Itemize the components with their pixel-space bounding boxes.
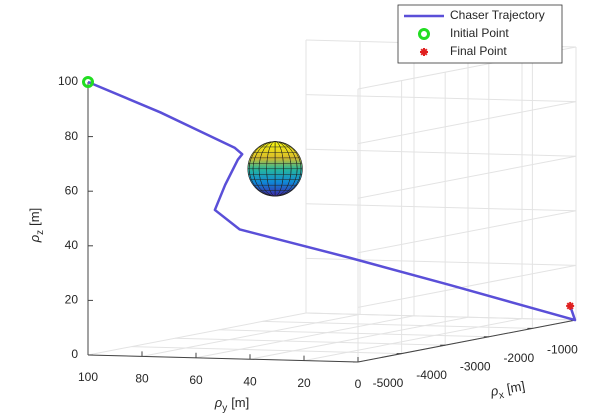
label-symbol: ρ: [27, 234, 42, 243]
legend-marker: [418, 28, 430, 40]
x-tick-label: -2000: [503, 351, 534, 365]
grid-line: [305, 312, 577, 321]
grid-line: [305, 203, 577, 212]
legend-entry: Initial Point: [418, 26, 509, 40]
legend-label: Initial Point: [450, 26, 509, 40]
label-subscript: z: [35, 230, 46, 235]
legend-marker: [420, 48, 428, 56]
xlabel-title: ρx[m]: [489, 379, 527, 403]
x-axis: [357, 319, 577, 363]
y-axis: [87, 354, 359, 363]
x-tick-label: -4000: [416, 368, 447, 382]
sphere: [247, 141, 303, 197]
grid-line: [357, 264, 577, 308]
z-tick-label: 0: [71, 347, 78, 361]
legend: Chaser Trajectory Initial Point Final Poin…: [397, 4, 563, 64]
grid-line: [175, 337, 446, 346]
z-tick-label: 60: [65, 183, 79, 197]
y-tick-label: 0: [355, 377, 362, 391]
label-subscript: y: [222, 403, 227, 414]
legend-label: Final Point: [450, 44, 507, 58]
z-tick-label: 80: [65, 129, 79, 143]
y-tick-label: 80: [135, 372, 149, 386]
sphere-meridian: [248, 141, 302, 197]
grid-line: [305, 148, 577, 157]
label-unit: [m]: [506, 379, 526, 397]
initial-point: [82, 76, 94, 88]
label-subscript: x: [498, 389, 505, 401]
y-tick-label: 40: [243, 374, 257, 388]
final-point: [566, 301, 575, 310]
z-tick-label: 100: [58, 74, 78, 88]
grid-line: [305, 257, 577, 266]
grid-line: [195, 315, 415, 359]
label-symbol: ρ: [214, 395, 223, 410]
legend-entry: Final Point: [420, 44, 507, 58]
grid-line: [262, 320, 533, 329]
grid-line: [303, 318, 523, 362]
grid-line: [131, 346, 402, 355]
legend-entry: Chaser Trajectory: [404, 8, 545, 22]
legend-label: Chaser Trajectory: [450, 8, 545, 22]
z-tick-label: 40: [65, 238, 79, 252]
label-unit: [m]: [231, 395, 249, 410]
z-tick-label: 20: [65, 293, 79, 307]
marker-stroke: [566, 302, 574, 310]
grid-line: [141, 313, 361, 357]
y-tick-label: 20: [297, 376, 311, 390]
ylabel-title: ρy [m]: [214, 395, 250, 413]
grid-line: [87, 312, 307, 356]
label-symbol: ρ: [489, 383, 500, 399]
x-tick-label: -5000: [373, 376, 404, 390]
x-tick-label: -1000: [547, 343, 578, 357]
grid-line: [357, 210, 577, 254]
trajectory-line: [87, 80, 577, 322]
grid: [87, 39, 577, 363]
grid-line: [249, 316, 469, 360]
grid-line: [218, 329, 489, 338]
grid-line: [305, 94, 577, 103]
grid-line: [357, 155, 577, 199]
x-tick-label: -3000: [460, 359, 491, 373]
label-unit: [m]: [27, 208, 42, 226]
grid-line: [357, 101, 577, 145]
plot-area: [82, 76, 577, 322]
zlabel-title: ρz [m]: [27, 208, 45, 244]
y-tick-label: 100: [78, 370, 98, 384]
y-tick-label: 60: [189, 373, 203, 387]
